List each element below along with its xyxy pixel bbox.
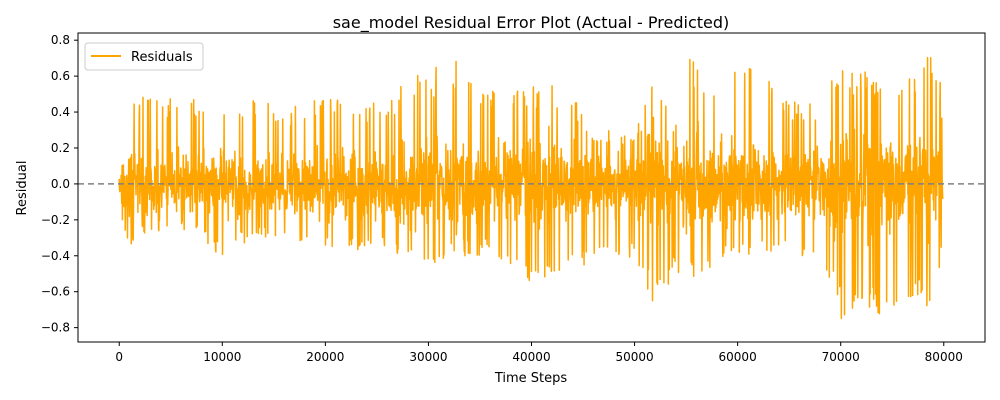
y-tick-label: 0.8 [51,33,70,47]
x-tick-label: 0 [115,350,123,364]
x-tick-label: 30000 [409,350,447,364]
series-line-residuals [118,56,944,320]
x-axis: 0 10000 20000 30000 40000 50000 60000 70000 8000… [115,342,963,364]
y-axis-label: Residual [15,161,30,216]
y-tick-label: 0.2 [51,141,70,155]
plot-area [78,56,985,320]
x-tick-label: 60000 [719,350,757,364]
y-tick-label: −0.4 [41,249,70,263]
y-tick-label: −0.8 [41,321,70,335]
y-tick-label: −0.6 [41,285,70,299]
legend-label-residuals: Residuals [131,50,193,65]
x-tick-label: 40000 [512,350,550,364]
x-tick-label: 10000 [203,350,241,364]
x-axis-label: Time Steps [494,371,568,386]
y-tick-label: −0.2 [41,213,70,227]
y-tick-label: 0.4 [51,105,70,119]
y-axis: −0.8 −0.6 −0.4 −0.2 0.0 0.2 0.4 0.6 0.8 [41,33,78,335]
y-tick-label: 0.6 [51,69,70,83]
x-tick-label: 80000 [925,350,963,364]
x-tick-label: 50000 [615,350,653,364]
x-tick-label: 20000 [306,350,344,364]
legend: Residuals [84,42,204,71]
legend-box [84,42,204,71]
x-tick-label: 70000 [822,350,860,364]
y-tick-label: 0.0 [51,177,70,191]
chart-title: sae_model Residual Error Plot (Actual - … [333,13,730,33]
